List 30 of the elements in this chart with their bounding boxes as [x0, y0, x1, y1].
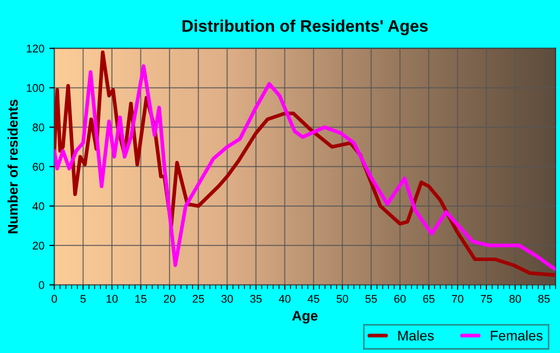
x-tick-label: 10 [106, 294, 118, 303]
x-tick-label: 45 [308, 295, 320, 303]
x-tick-label: 5 [80, 295, 86, 303]
x-tick-label: 50 [336, 294, 348, 303]
x-tick-label: 60 [394, 294, 406, 303]
legend-label: Females [490, 330, 543, 341]
x-tick-label: 40 [278, 294, 290, 303]
x-tick-label: 65 [423, 294, 434, 303]
y-tick-label: 100 [26, 84, 44, 92]
x-tick-label: 85 [538, 294, 550, 303]
y-axis-title: Number of residents [8, 100, 18, 234]
x-tick-label: 30 [221, 294, 233, 303]
y-tick-label: 80 [32, 123, 44, 132]
x-tick-label: 15 [135, 295, 146, 303]
x-tick-label: 70 [452, 294, 464, 303]
y-tick-label: 0 [38, 281, 44, 290]
x-tick-label: 25 [192, 294, 204, 303]
y-tick-label: 20 [32, 242, 44, 250]
x-tick-label: 0 [52, 294, 57, 303]
y-tick-label: 60 [32, 162, 44, 171]
y-tick-label: 120 [26, 44, 44, 52]
y-tick-label: 40 [32, 202, 44, 210]
legend-label: Males [398, 330, 434, 341]
x-tick-label: 75 [480, 295, 492, 303]
x-tick-label: 35 [250, 294, 262, 303]
x-tick-label: 80 [509, 294, 521, 303]
x-tick-label: 20 [164, 294, 176, 303]
chart-title: Distribution of Residents' Ages [182, 20, 428, 36]
x-axis-title: Age [292, 310, 318, 324]
x-tick-label: 55 [365, 295, 377, 303]
